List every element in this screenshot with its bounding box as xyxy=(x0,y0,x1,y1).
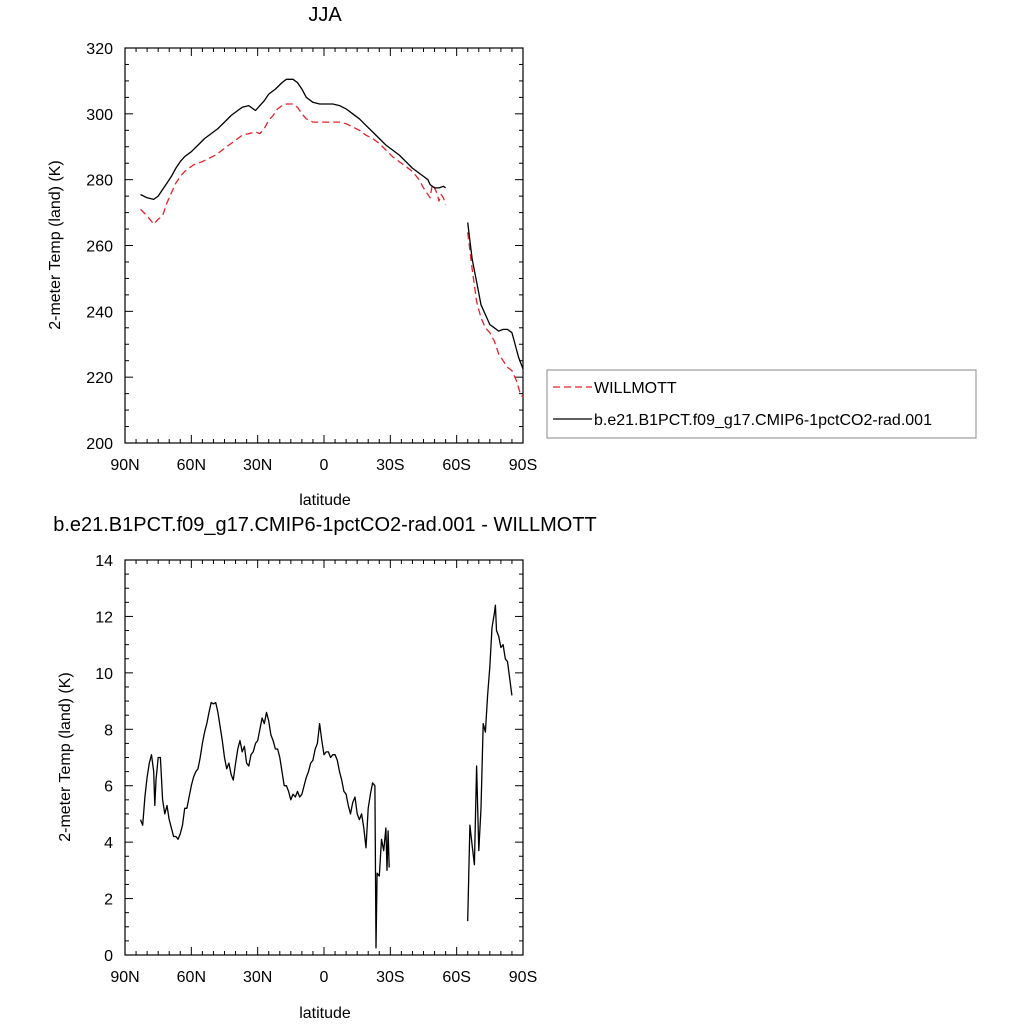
x-tick-label: 60S xyxy=(442,457,470,474)
chart-title-bottom: b.e21.B1PCT.f09_g17.CMIP6-1pctCO2-rad.00… xyxy=(53,514,597,536)
y-tick-label: 14 xyxy=(95,553,113,570)
y-tick-label: 240 xyxy=(86,304,113,321)
legend: WILLMOTT b.e21.B1PCT.f09_g17.CMIP6-1pctC… xyxy=(546,369,977,439)
y-axis-title-top: 2-meter Temp (land) (K) xyxy=(47,160,64,330)
x-axis-title-bottom: latitude xyxy=(299,1005,351,1022)
x-tick-label: 30N xyxy=(243,457,272,474)
x-tick-label: 0 xyxy=(320,969,329,986)
y-tick-label: 4 xyxy=(104,835,113,852)
x-axis-title-top: latitude xyxy=(299,492,351,509)
series-line-willmott-segment-0 xyxy=(140,103,447,225)
chart-title-top: JJA xyxy=(308,4,342,26)
x-tick-label: 30S xyxy=(376,969,404,986)
series-line-b-e21-b1pct-f09-g17-cmip6-1pctco2-rad-001-segment-0 xyxy=(140,78,446,201)
x-tick-label: 60N xyxy=(177,457,206,474)
series-top xyxy=(140,78,524,398)
y-axis-title-bottom: 2-meter Temp (land) (K) xyxy=(57,672,74,842)
x-tick-label: 0 xyxy=(320,457,329,474)
x-tick-label: 90S xyxy=(509,457,537,474)
x-tick-label: 60N xyxy=(177,969,206,986)
legend-label-model: b.e21.B1PCT.f09_g17.CMIP6-1pctCO2-rad.00… xyxy=(594,412,932,429)
y-tick-label: 220 xyxy=(86,370,113,387)
x-tick-label: 30N xyxy=(243,969,272,986)
y-tick-label: 8 xyxy=(104,722,113,739)
y-tick-label: 320 xyxy=(86,41,113,58)
y-tick-label: 2 xyxy=(104,892,113,909)
chart-top: JJA 90N 60N 30N 0 30S 60S 90S 200 220 240 260 280 30… xyxy=(47,4,977,509)
series-line-willmott-segment-1 xyxy=(467,232,524,398)
plot-frame-bottom xyxy=(124,559,524,956)
y-tick-label: 300 xyxy=(86,107,113,124)
legend-label-willmott: WILLMOTT xyxy=(594,380,677,397)
chart-bottom: b.e21.B1PCT.f09_g17.CMIP6-1pctCO2-rad.00… xyxy=(53,514,597,1022)
axes-bottom: 90N 60N 30N 0 30S 60S 90S 0 2 4 6 8 10 12 14 xyxy=(95,553,537,986)
y-tick-label: 200 xyxy=(86,436,113,453)
x-tick-label: 90S xyxy=(509,969,537,986)
y-tick-label: 0 xyxy=(104,948,113,965)
axes-top: 90N 60N 30N 0 30S 60S 90S 200 220 240 260 280 300 320 xyxy=(86,41,537,474)
y-tick-label: 6 xyxy=(104,779,113,796)
y-tick-label: 280 xyxy=(86,173,113,190)
legend-box xyxy=(546,369,977,439)
x-tick-label: 90N xyxy=(110,457,139,474)
x-tick-label: 30S xyxy=(376,457,404,474)
plot-frame-top xyxy=(124,47,524,444)
x-tick-label: 90N xyxy=(110,969,139,986)
series-line-b-e21-b1pct-f09-g17-cmip6-1pctco2-rad-001-segment-1 xyxy=(467,222,524,370)
series-line-difference-segment-1 xyxy=(467,604,513,922)
series-bottom xyxy=(139,604,513,949)
series-line-difference-segment-0 xyxy=(139,701,390,949)
x-tick-label: 60S xyxy=(442,969,470,986)
y-tick-label: 260 xyxy=(86,239,113,256)
y-tick-label: 10 xyxy=(95,666,113,683)
y-tick-label: 12 xyxy=(95,609,113,626)
